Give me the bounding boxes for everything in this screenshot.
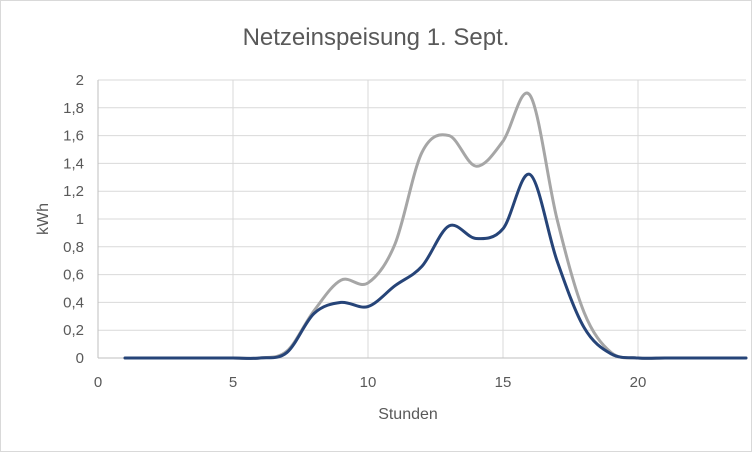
y-tick-label: 1,6 [63, 128, 84, 145]
x-tick-label: 0 [94, 374, 102, 391]
y-tick-label: 0 [76, 350, 84, 367]
y-tick-label: 2 [76, 72, 84, 89]
y-axis-label: kWh [35, 203, 52, 235]
y-tick-label: 0,2 [63, 322, 84, 339]
x-tick-label: 20 [630, 374, 647, 391]
grid-layer [97, 79, 746, 359]
series-line-2 [123, 173, 748, 360]
series-line-1 [123, 91, 748, 361]
x-tick-label: 10 [360, 374, 377, 391]
y-tick-label: 1,8 [63, 100, 84, 117]
x-axis-label: Stunden [378, 406, 438, 423]
y-tick-label: 0,8 [63, 239, 84, 256]
tick-layer: 00,20,40,60,811,21,41,61,820 5 10 15 20 [63, 72, 646, 391]
chart-title: Netzeinspeisung 1. Sept. [243, 24, 510, 51]
x-tick-label: 5 [229, 374, 237, 391]
series-layer [123, 91, 748, 361]
y-tick-label: 0,4 [63, 294, 84, 311]
y-tick-label: 1,4 [63, 155, 84, 172]
y-tick-label: 1,2 [63, 183, 84, 200]
y-tick-label: 0,6 [63, 267, 84, 284]
x-tick-label: 15 [495, 374, 512, 391]
y-tick-label: 1 [76, 211, 84, 228]
